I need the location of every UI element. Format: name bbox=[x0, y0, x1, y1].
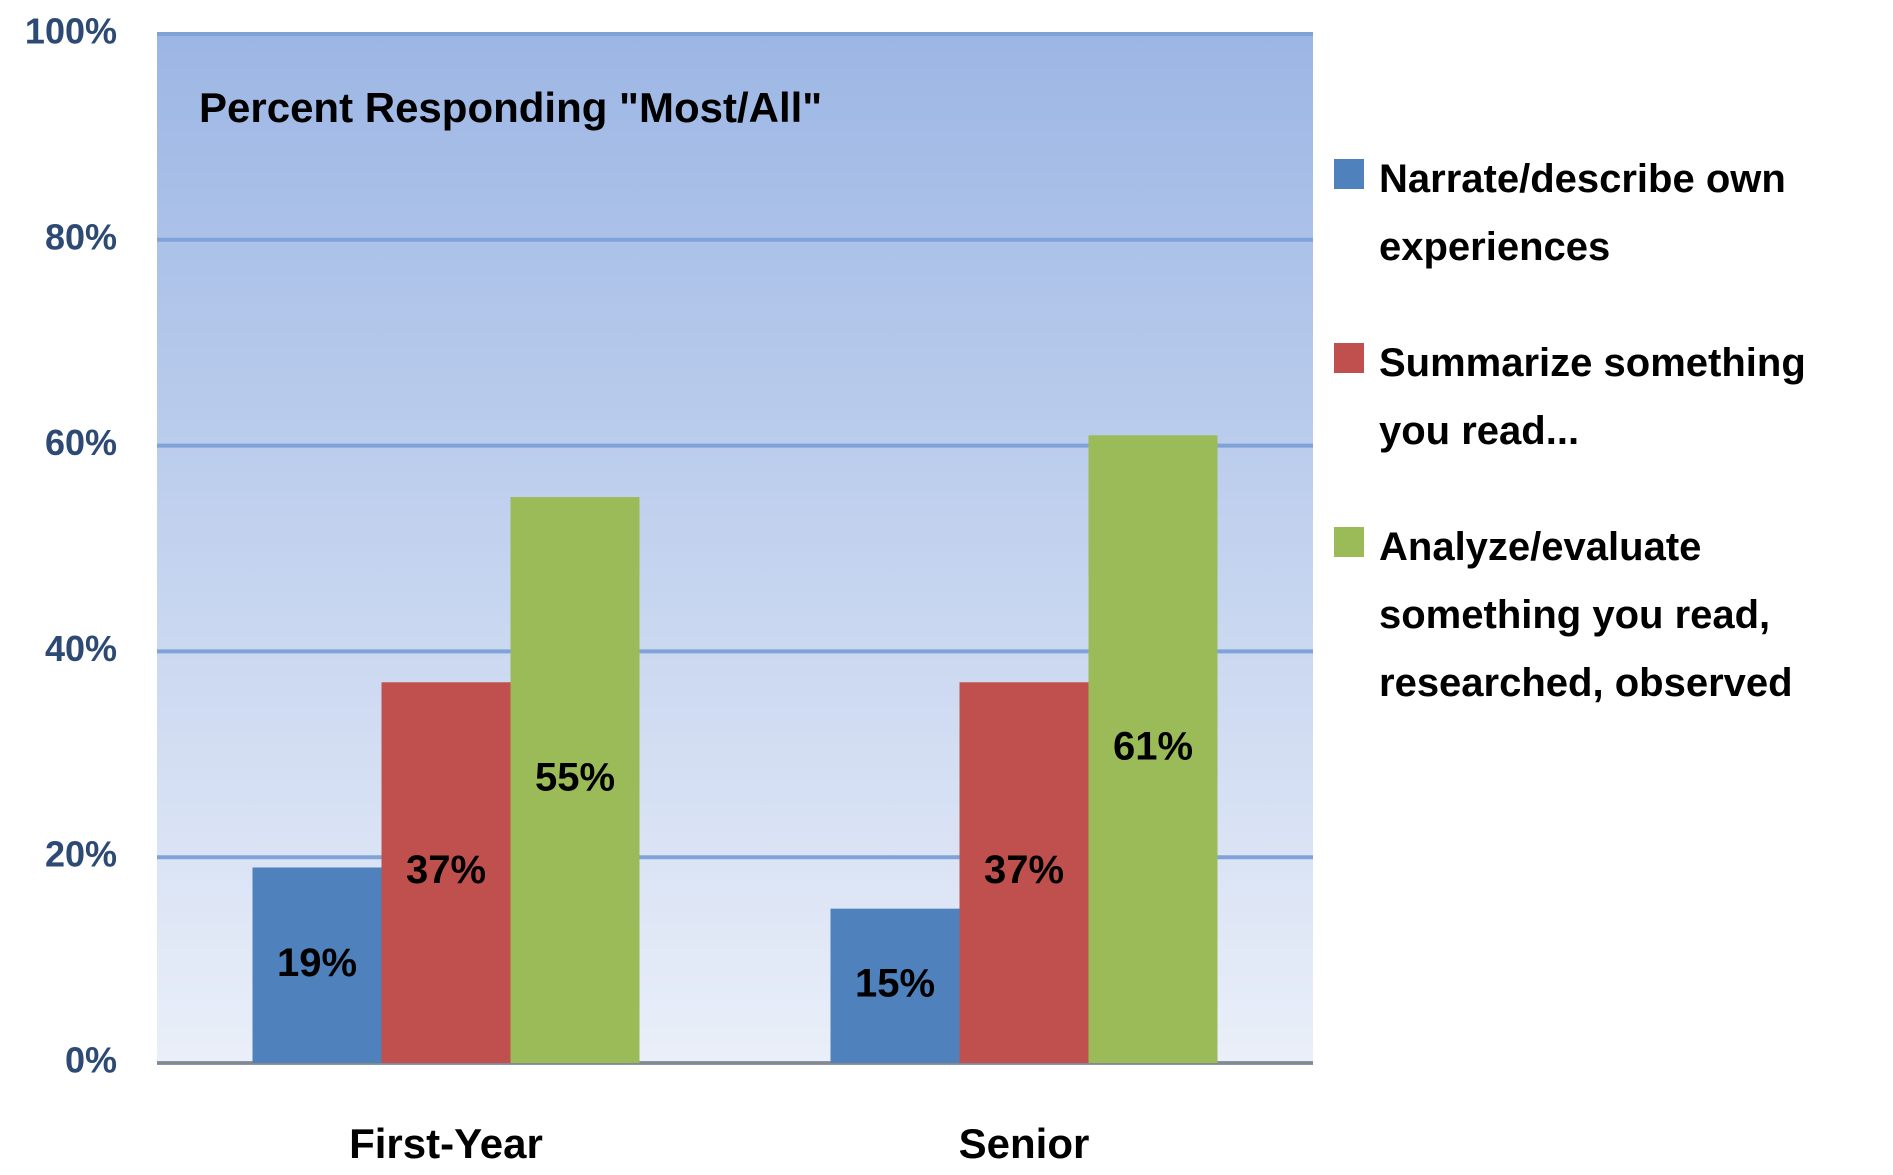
x-tick-label: First-Year bbox=[349, 1120, 543, 1167]
value-label: 61% bbox=[1113, 725, 1193, 769]
value-label: 37% bbox=[984, 848, 1064, 892]
value-label: 37% bbox=[406, 848, 486, 892]
y-tick-label: 40% bbox=[45, 628, 117, 669]
legend-item: Summarize something you read... bbox=[1334, 329, 1889, 465]
legend-label: Analyze/evaluate something you read, res… bbox=[1379, 525, 1793, 705]
x-tick-label: Senior bbox=[959, 1120, 1090, 1167]
bar bbox=[381, 682, 511, 1063]
bar bbox=[830, 908, 960, 1063]
legend-label: Narrate/describe own experiences bbox=[1379, 157, 1786, 269]
legend-swatch bbox=[1334, 527, 1364, 557]
legend-item: Narrate/describe own experiences bbox=[1334, 145, 1889, 281]
bar bbox=[959, 682, 1089, 1063]
y-tick-label: 0% bbox=[65, 1040, 117, 1081]
bar bbox=[252, 867, 382, 1063]
bar bbox=[510, 497, 640, 1063]
bar bbox=[1088, 435, 1218, 1063]
legend: Narrate/describe own experiences Summariz… bbox=[1334, 145, 1889, 765]
chart-title: Percent Responding "Most/All" bbox=[199, 84, 822, 131]
value-label: 15% bbox=[855, 961, 935, 1005]
y-tick-label: 80% bbox=[45, 216, 117, 257]
legend-swatch bbox=[1334, 343, 1364, 373]
y-tick-label: 100% bbox=[25, 11, 117, 52]
value-label: 55% bbox=[535, 756, 615, 800]
legend-label: Summarize something you read... bbox=[1379, 341, 1806, 453]
y-tick-label: 20% bbox=[45, 834, 117, 875]
y-tick-label: 60% bbox=[45, 422, 117, 463]
value-label: 19% bbox=[277, 941, 357, 985]
legend-item: Analyze/evaluate something you read, res… bbox=[1334, 513, 1889, 717]
legend-swatch bbox=[1334, 159, 1364, 189]
